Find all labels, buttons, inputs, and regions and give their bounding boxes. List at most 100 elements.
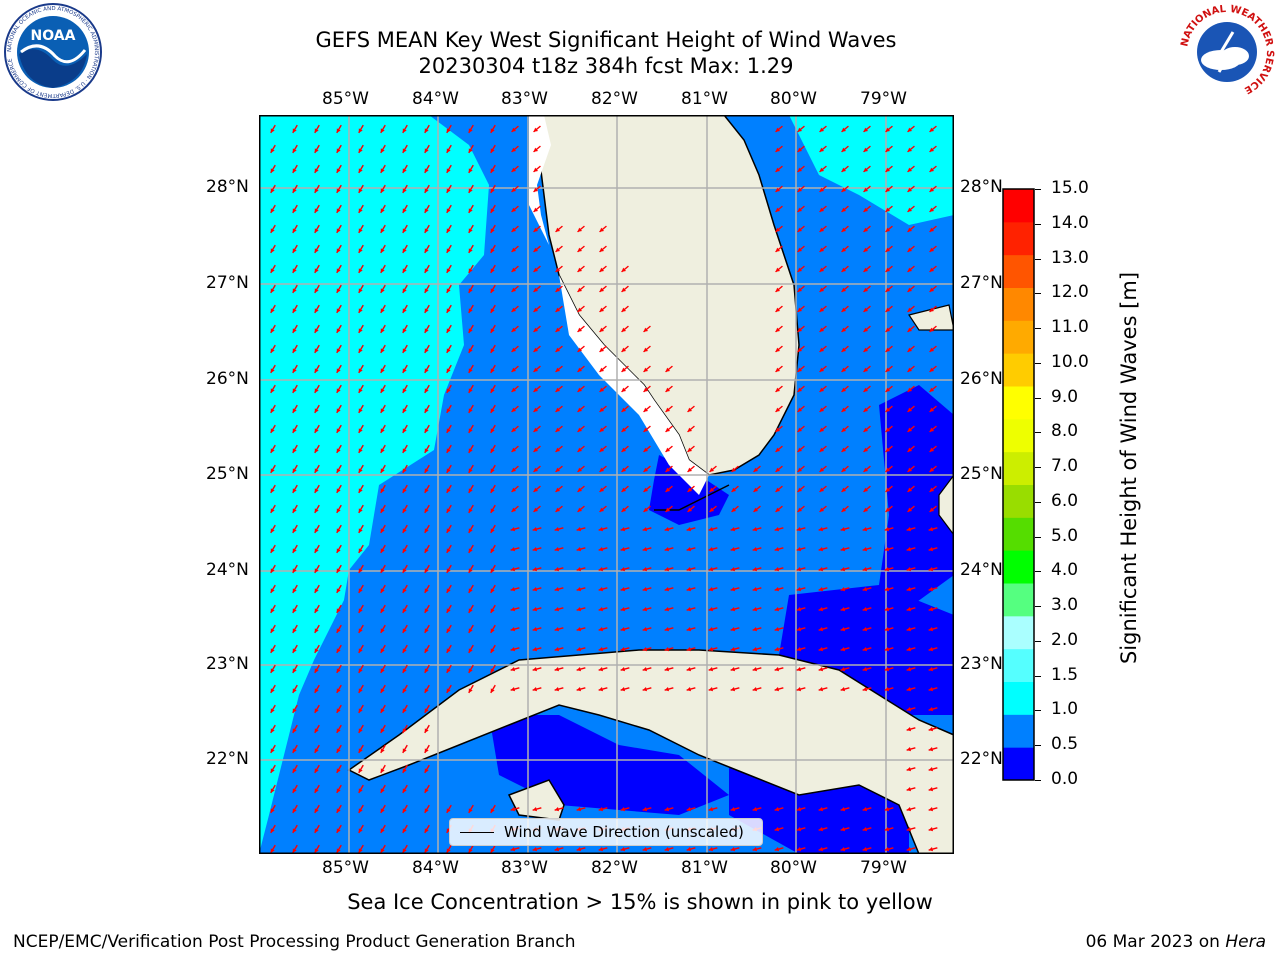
lat-label-right: 28°N bbox=[960, 177, 1003, 197]
wave-direction-arrowhead bbox=[599, 507, 605, 512]
wave-direction-arrowhead bbox=[709, 487, 715, 492]
wave-direction-arrowhead bbox=[774, 687, 780, 692]
wave-direction-arrowhead bbox=[664, 567, 670, 572]
wave-direction-arrowhead bbox=[424, 428, 429, 433]
lon-label-bottom: 85°W bbox=[322, 858, 369, 878]
land-bahamas-andros bbox=[938, 474, 954, 536]
wave-direction-arrowhead bbox=[336, 488, 341, 493]
wave-direction-arrowhead bbox=[314, 748, 319, 753]
wave-direction-arrowhead bbox=[818, 547, 824, 552]
wave-direction-arrowhead bbox=[270, 628, 275, 633]
wave-direction-arrowhead bbox=[797, 427, 803, 432]
wave-direction-arrowhead bbox=[336, 448, 341, 453]
wave-direction-arrowhead bbox=[555, 447, 561, 452]
wave-direction-arrowhead bbox=[446, 308, 451, 313]
wave-direction-arrowhead bbox=[314, 288, 319, 293]
wave-direction-arrowhead bbox=[929, 207, 935, 212]
colorbar-tick-label: 11.0 bbox=[1051, 317, 1089, 338]
wave-direction-arrowhead bbox=[314, 208, 319, 213]
wave-direction-arrowhead bbox=[358, 448, 363, 453]
wave-direction-arrowhead bbox=[468, 648, 473, 653]
wave-direction-arrowhead bbox=[336, 368, 341, 373]
wave-direction-arrowhead bbox=[774, 847, 780, 852]
wave-direction-arrowhead bbox=[555, 327, 561, 332]
wave-direction-arrowhead bbox=[621, 447, 627, 452]
wave-direction-arrowhead bbox=[424, 848, 429, 853]
colorbar-segment bbox=[1003, 287, 1034, 321]
wave-direction-arrowhead bbox=[906, 567, 912, 572]
wave-direction-arrowhead bbox=[863, 247, 869, 252]
wave-direction-arrowhead bbox=[819, 447, 825, 452]
wave-direction-arrowhead bbox=[510, 527, 516, 532]
wave-direction-arrowhead bbox=[533, 507, 539, 512]
wave-direction-arrowhead bbox=[796, 827, 802, 832]
wave-direction-arrowhead bbox=[620, 587, 626, 592]
wave-direction-arrowhead bbox=[424, 728, 429, 733]
wave-direction-arrowhead bbox=[402, 728, 407, 733]
wave-direction-arrowhead bbox=[929, 327, 935, 332]
wave-direction-arrowhead bbox=[314, 548, 319, 553]
wave-direction-arrowhead bbox=[292, 388, 297, 393]
wave-direction-arrowhead bbox=[314, 328, 319, 333]
wave-direction-arrowhead bbox=[598, 807, 604, 812]
wave-direction-arrowhead bbox=[841, 307, 847, 312]
wave-direction-arrowhead bbox=[906, 647, 912, 652]
wave-direction-arrowhead bbox=[929, 307, 935, 312]
wave-direction-arrowhead bbox=[380, 388, 385, 393]
wave-direction-arrowhead bbox=[577, 227, 583, 232]
wave-direction-arrowhead bbox=[598, 647, 604, 652]
wave-direction-arrowhead bbox=[490, 448, 495, 453]
wave-direction-arrowhead bbox=[907, 427, 913, 432]
wave-direction-arrowhead bbox=[314, 268, 319, 273]
wave-direction-arrowhead bbox=[797, 267, 803, 272]
wave-direction-arrowhead bbox=[929, 347, 935, 352]
wave-direction-arrowhead bbox=[511, 327, 517, 332]
wave-direction-arrowhead bbox=[621, 287, 627, 292]
wave-direction-arrowhead bbox=[533, 127, 539, 132]
wave-direction-arrowhead bbox=[270, 368, 275, 373]
wave-direction-arrowhead bbox=[424, 708, 429, 713]
wave-direction-arrowhead bbox=[446, 188, 451, 193]
wave-direction-arrowhead bbox=[885, 147, 891, 152]
wave-direction-arrowhead bbox=[643, 487, 649, 492]
wave-direction-arrowhead bbox=[907, 267, 913, 272]
wave-direction-arrowhead bbox=[511, 447, 517, 452]
colorbar-tick-mark bbox=[1035, 432, 1041, 434]
wave-direction-arrowhead bbox=[424, 568, 429, 573]
wave-direction-arrowhead bbox=[643, 427, 649, 432]
lon-label-bottom: 81°W bbox=[681, 858, 728, 878]
wave-direction-arrowhead bbox=[555, 387, 561, 392]
wave-direction-arrowhead bbox=[511, 307, 517, 312]
wave-direction-arrowhead bbox=[468, 348, 473, 353]
wave-direction-arrowhead bbox=[730, 527, 736, 532]
wave-direction-arrowhead bbox=[336, 268, 341, 273]
colorbar-tick-mark bbox=[1035, 362, 1041, 364]
wave-direction-arrowhead bbox=[929, 367, 935, 372]
wave-direction-arrowhead bbox=[819, 207, 825, 212]
wave-direction-arrowhead bbox=[906, 767, 912, 772]
wave-direction-arrowhead bbox=[928, 667, 934, 672]
wave-direction-arrowhead bbox=[292, 628, 297, 633]
wave-direction-arrowhead bbox=[446, 588, 451, 593]
wave-direction-arrowhead bbox=[292, 208, 297, 213]
wave-direction-arrowhead bbox=[928, 727, 934, 732]
wave-direction-arrowhead bbox=[730, 607, 736, 612]
wave-direction-arrowhead bbox=[533, 427, 539, 432]
wave-direction-arrowhead bbox=[468, 848, 473, 853]
colorbar-tick-label: 9.0 bbox=[1051, 386, 1079, 407]
wave-direction-arrowhead bbox=[841, 467, 847, 472]
wave-direction-arrowhead bbox=[599, 487, 605, 492]
wave-direction-arrowhead bbox=[555, 247, 561, 252]
wave-direction-arrowhead bbox=[576, 567, 582, 572]
wave-direction-arrowhead bbox=[664, 527, 670, 532]
wave-direction-arrowhead bbox=[424, 648, 429, 653]
wave-direction-arrowhead bbox=[841, 227, 847, 232]
wave-direction-arrowhead bbox=[885, 167, 891, 172]
wave-direction-arrowhead bbox=[468, 188, 473, 193]
wave-direction-arrowhead bbox=[468, 688, 473, 693]
wave-direction-arrowhead bbox=[576, 607, 582, 612]
lon-label-top: 79°W bbox=[860, 89, 907, 109]
wave-direction-arrowhead bbox=[730, 647, 736, 652]
wave-direction-arrowhead bbox=[709, 467, 715, 472]
wave-direction-arrowhead bbox=[533, 467, 539, 472]
